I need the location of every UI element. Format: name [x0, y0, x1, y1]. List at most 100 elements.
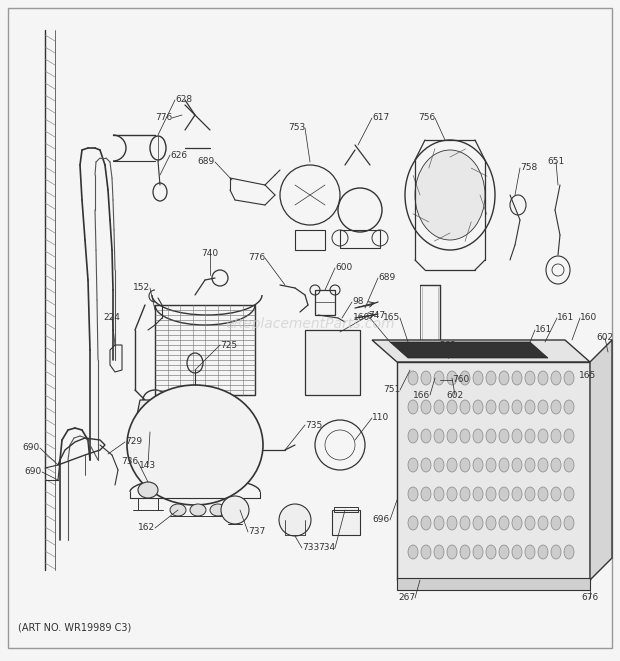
Text: 224: 224	[104, 313, 120, 323]
Text: 733: 733	[302, 543, 319, 553]
Text: 161: 161	[535, 325, 552, 334]
Text: 262: 262	[440, 340, 456, 350]
Ellipse shape	[551, 458, 561, 472]
Ellipse shape	[486, 516, 496, 530]
Text: 690: 690	[23, 444, 40, 453]
Text: 689: 689	[198, 157, 215, 167]
Text: 740: 740	[202, 249, 219, 258]
Ellipse shape	[499, 458, 509, 472]
Ellipse shape	[564, 487, 574, 501]
Ellipse shape	[512, 516, 522, 530]
Text: 628: 628	[175, 95, 192, 104]
Ellipse shape	[551, 545, 561, 559]
Text: 751: 751	[383, 385, 400, 395]
Bar	[305, 330, 360, 395]
Polygon shape	[390, 342, 548, 358]
Ellipse shape	[499, 371, 509, 385]
Text: 166: 166	[413, 391, 430, 399]
Ellipse shape	[564, 516, 574, 530]
Ellipse shape	[564, 371, 574, 385]
Ellipse shape	[447, 458, 457, 472]
Text: 267: 267	[398, 594, 415, 602]
Ellipse shape	[473, 545, 483, 559]
Ellipse shape	[525, 458, 535, 472]
Ellipse shape	[408, 400, 418, 414]
Text: 729: 729	[125, 438, 142, 446]
Text: 602: 602	[596, 334, 614, 342]
Ellipse shape	[421, 400, 431, 414]
Ellipse shape	[512, 429, 522, 443]
Text: 626: 626	[170, 151, 187, 159]
Ellipse shape	[538, 545, 548, 559]
Ellipse shape	[415, 150, 485, 240]
Ellipse shape	[525, 400, 535, 414]
Ellipse shape	[408, 429, 418, 443]
Ellipse shape	[473, 458, 483, 472]
Ellipse shape	[486, 545, 496, 559]
Ellipse shape	[408, 545, 418, 559]
Ellipse shape	[486, 458, 496, 472]
Text: 152: 152	[133, 284, 150, 293]
Polygon shape	[590, 340, 612, 580]
Ellipse shape	[434, 545, 444, 559]
Text: 753: 753	[288, 124, 305, 132]
Text: 696: 696	[373, 516, 390, 524]
Ellipse shape	[499, 516, 509, 530]
Bar	[332, 510, 360, 535]
Ellipse shape	[170, 504, 186, 516]
Text: 162: 162	[138, 524, 155, 533]
Ellipse shape	[460, 516, 470, 530]
Ellipse shape	[460, 545, 470, 559]
Text: (ART NO. WR19989 C3): (ART NO. WR19989 C3)	[18, 623, 131, 633]
Ellipse shape	[221, 496, 249, 524]
Ellipse shape	[512, 545, 522, 559]
Text: 756: 756	[418, 114, 435, 122]
Text: 143: 143	[140, 461, 157, 469]
Ellipse shape	[408, 371, 418, 385]
Ellipse shape	[421, 371, 431, 385]
Ellipse shape	[408, 458, 418, 472]
Ellipse shape	[421, 429, 431, 443]
Ellipse shape	[460, 458, 470, 472]
Ellipse shape	[564, 400, 574, 414]
Ellipse shape	[408, 516, 418, 530]
Text: 735: 735	[305, 420, 322, 430]
Text: 725: 725	[220, 340, 237, 350]
Bar	[315, 290, 335, 315]
Ellipse shape	[525, 487, 535, 501]
Ellipse shape	[460, 371, 470, 385]
Ellipse shape	[127, 385, 263, 505]
Ellipse shape	[538, 516, 548, 530]
Ellipse shape	[460, 400, 470, 414]
Ellipse shape	[434, 516, 444, 530]
Ellipse shape	[486, 371, 496, 385]
Text: 602: 602	[446, 391, 464, 399]
Text: 160: 160	[353, 313, 370, 323]
Ellipse shape	[525, 545, 535, 559]
Text: 161: 161	[557, 313, 574, 323]
Ellipse shape	[538, 458, 548, 472]
Bar	[334, 507, 358, 512]
Bar	[295, 230, 325, 250]
Ellipse shape	[486, 429, 496, 443]
Ellipse shape	[499, 429, 509, 443]
Ellipse shape	[421, 458, 431, 472]
Text: eReplacementParts.com: eReplacementParts.com	[225, 317, 395, 331]
Ellipse shape	[538, 371, 548, 385]
Ellipse shape	[434, 487, 444, 501]
Text: 758: 758	[520, 163, 538, 173]
Ellipse shape	[210, 504, 226, 516]
Ellipse shape	[473, 400, 483, 414]
Ellipse shape	[434, 429, 444, 443]
Ellipse shape	[538, 429, 548, 443]
Text: 760: 760	[452, 375, 469, 385]
Ellipse shape	[512, 400, 522, 414]
Polygon shape	[137, 400, 170, 432]
Ellipse shape	[499, 400, 509, 414]
Ellipse shape	[525, 516, 535, 530]
Text: 165: 165	[579, 371, 596, 379]
Ellipse shape	[408, 487, 418, 501]
Ellipse shape	[473, 429, 483, 443]
Ellipse shape	[525, 371, 535, 385]
Bar	[397, 578, 590, 590]
